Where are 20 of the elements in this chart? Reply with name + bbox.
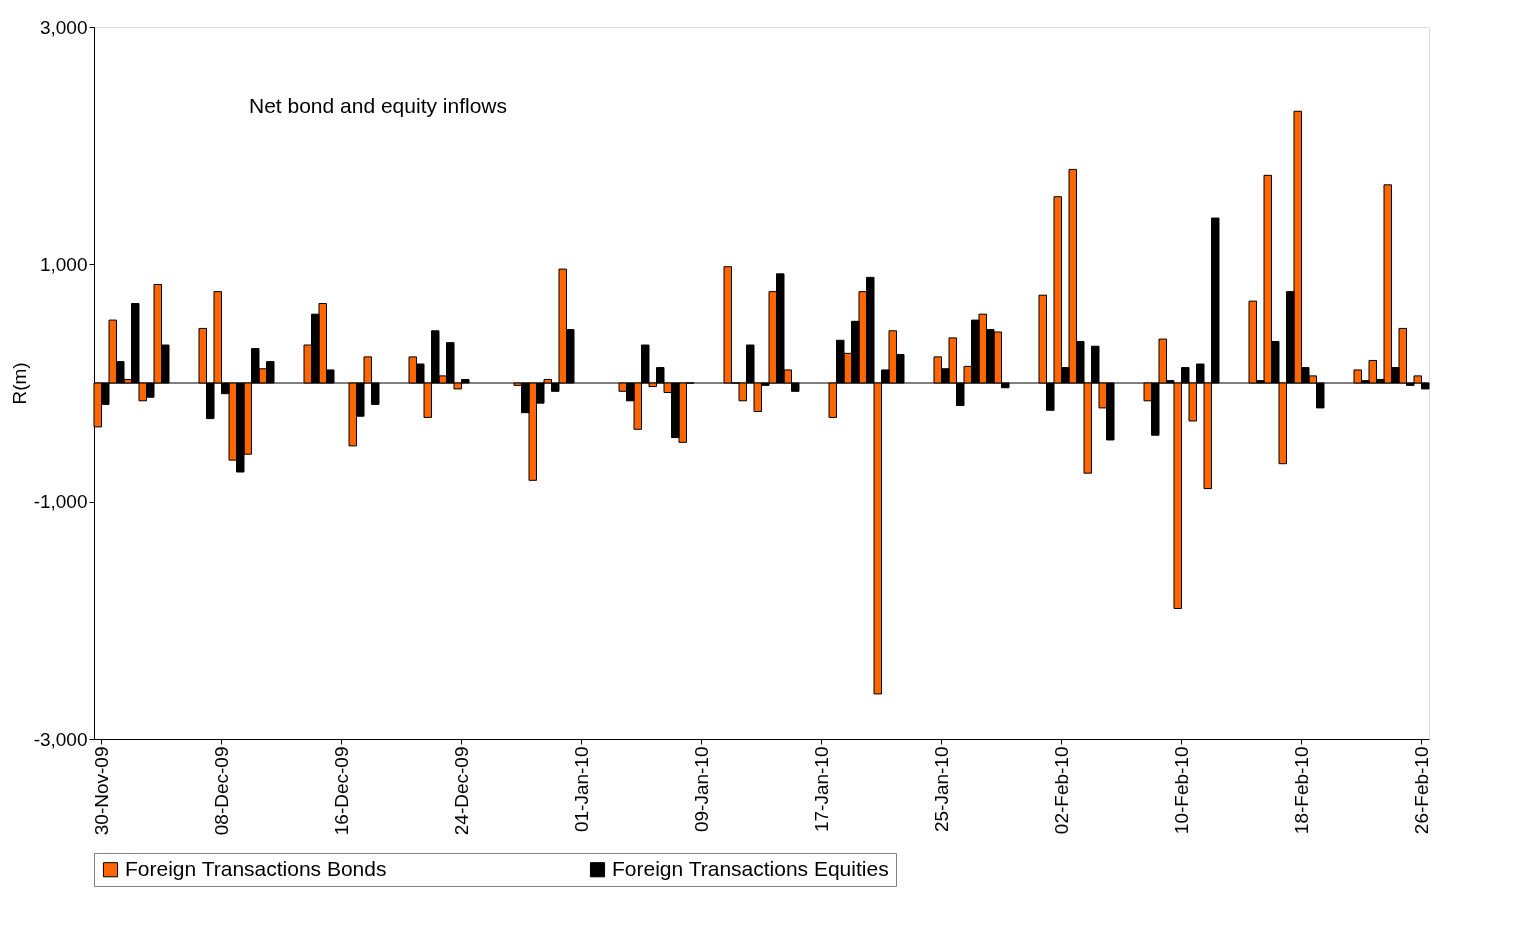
y-tick-label: 3,000 bbox=[39, 16, 88, 38]
x-tick-label: 08-Dec-09 bbox=[210, 746, 232, 836]
y-tick-label: 1,000 bbox=[39, 253, 88, 275]
x-tick-label: 09-Jan-10 bbox=[690, 746, 712, 833]
x-tick-label: 17-Jan-10 bbox=[810, 746, 832, 833]
x-tick-label: 25-Jan-10 bbox=[930, 746, 952, 833]
y-tick-label: -3,000 bbox=[33, 728, 88, 750]
x-tick-label: 02-Feb-10 bbox=[1050, 746, 1072, 835]
x-tick-label: 24-Dec-09 bbox=[450, 746, 472, 836]
y-axis-title: R(m) bbox=[8, 362, 30, 405]
legend-label: Foreign Transactions Equities bbox=[612, 856, 889, 880]
x-tick-label: 01-Jan-10 bbox=[570, 746, 592, 833]
x-tick-label: 30-Nov-09 bbox=[90, 746, 112, 836]
x-tick-label: 18-Feb-10 bbox=[1290, 746, 1312, 835]
x-tick-label: 26-Feb-10 bbox=[1410, 746, 1432, 835]
x-tick-label: 10-Feb-10 bbox=[1170, 746, 1192, 835]
text: Net bond and equity inflows bbox=[249, 94, 507, 117]
x-tick-label: 16-Dec-09 bbox=[330, 746, 352, 836]
y-tick-label: -1,000 bbox=[33, 491, 88, 513]
legend-label: Foreign Transactions Bonds bbox=[125, 856, 387, 880]
